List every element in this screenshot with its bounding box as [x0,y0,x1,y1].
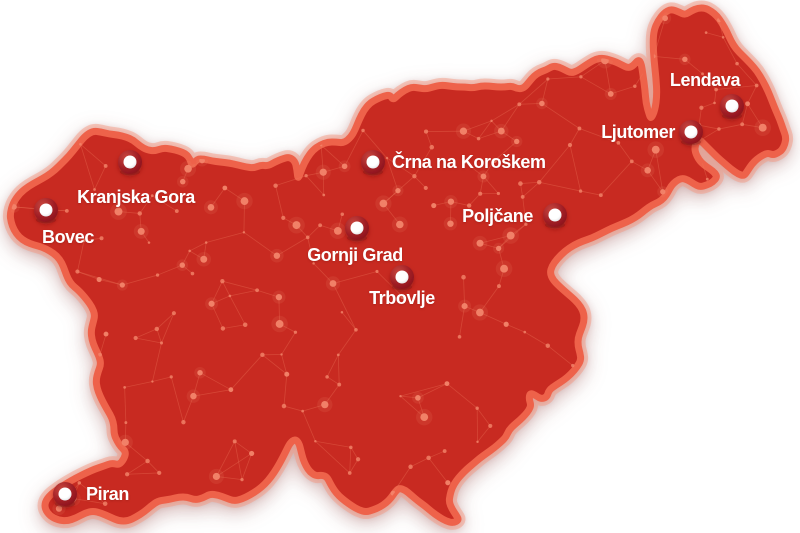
marker-center [350,221,364,235]
marker-center [684,125,698,139]
marker-center [39,203,53,217]
city-label-gornji-grad: Gornji Grad [307,245,403,265]
marker-center [725,99,739,113]
city-label-lendava: Lendava [670,70,742,90]
city-label-trbovlje: Trbovlje [369,288,435,308]
city-marker-gornji-grad[interactable] [345,216,369,242]
marker-center [366,155,380,169]
city-label-kranjska-gora: Kranjska Gora [77,187,196,207]
city-marker-piran[interactable] [53,482,77,508]
marker-center [395,270,409,284]
city-marker-ljutomer[interactable] [679,120,703,146]
city-label-ljutomer: Ljutomer [601,122,675,142]
city-label-bovec: Bovec [42,227,94,247]
city-label-piran: Piran [86,484,129,504]
city-marker-lendava[interactable] [720,94,744,120]
city-marker-bovec[interactable] [34,198,58,224]
marker-center [123,155,137,169]
city-marker-trbovlje[interactable] [390,265,414,291]
marker-center [548,208,562,222]
city-marker-poljcane[interactable] [543,203,567,229]
city-label-poljcane: Poljčane [462,206,533,226]
city-label-crna-na-koroskem: Črna na Koroškem [392,151,546,172]
city-marker-kranjska-gora[interactable] [118,150,142,176]
marker-center [58,487,72,501]
city-marker-crna-na-koroskem[interactable] [361,150,385,176]
country-border [6,4,790,526]
